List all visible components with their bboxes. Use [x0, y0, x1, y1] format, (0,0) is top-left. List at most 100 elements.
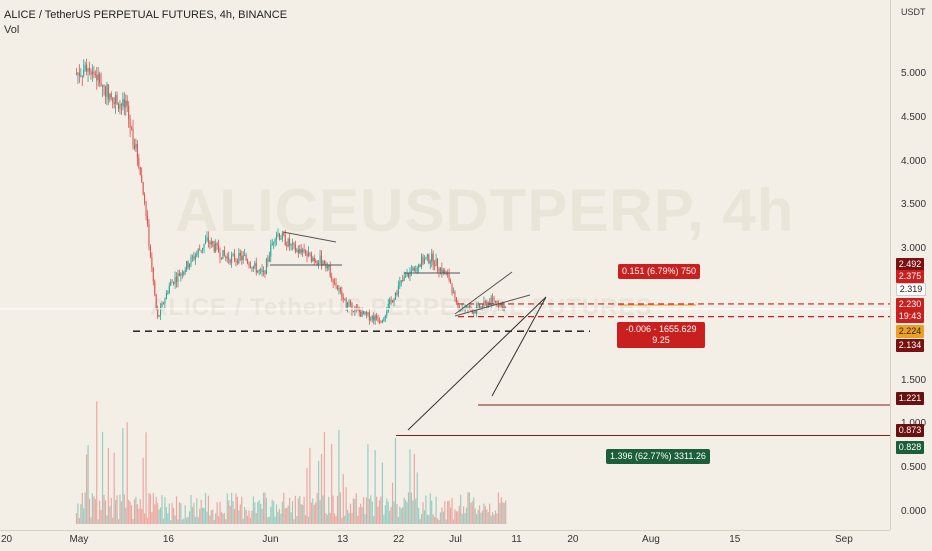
candle-body	[361, 311, 363, 317]
candle-body	[171, 281, 173, 283]
volume-bar	[302, 504, 304, 524]
volume-bar	[434, 516, 436, 524]
candle-body	[293, 242, 295, 245]
volume-bar	[241, 496, 243, 524]
volume-bar	[173, 507, 175, 524]
candle-body	[416, 267, 418, 271]
measure-lower-box[interactable]: -0.006 - 1655.629 9.25	[617, 322, 705, 348]
candle-body	[190, 257, 192, 264]
candle-body	[254, 263, 256, 267]
time-tick-label: 13	[337, 534, 349, 545]
candle-body	[386, 311, 388, 316]
candle-body	[136, 143, 138, 159]
candle-body	[175, 277, 178, 282]
volume-bar	[309, 447, 311, 524]
volume-bar	[351, 513, 353, 524]
candle-body	[123, 99, 125, 108]
candle-body	[399, 282, 401, 286]
chart-legend: ALICE / TetherUS PERPETUAL FUTURES, 4h, …	[4, 9, 287, 36]
candle-body	[116, 95, 118, 105]
candle-body	[151, 257, 153, 268]
volume-bar	[204, 492, 207, 524]
volume-bar	[225, 519, 227, 524]
candle-body	[351, 302, 353, 312]
candle-body	[207, 237, 209, 243]
candle-body	[300, 249, 302, 253]
volume-bar	[135, 496, 137, 524]
volume-bar	[262, 492, 265, 524]
volume-bar	[275, 504, 278, 524]
volume-bar	[91, 493, 94, 524]
volume-bar	[447, 501, 449, 524]
volume-bar	[358, 506, 360, 524]
measure-upper-box[interactable]: 0.151 (6.79%) 750	[618, 264, 701, 279]
candle-body	[252, 266, 254, 269]
price-tick-label: 1.000	[901, 418, 926, 429]
volume-bar	[355, 493, 357, 524]
volume-bar	[354, 499, 356, 524]
time-axis[interactable]: 20 May 16 Jun 13 22 Jul 11 20 Aug 15 Sep	[0, 530, 890, 551]
price-tick-label: 0.000	[901, 506, 927, 517]
candle-body	[267, 259, 269, 262]
volume-bar	[329, 512, 331, 524]
volume-bar	[117, 519, 120, 524]
candle-body	[315, 261, 317, 262]
volume-bar	[373, 516, 375, 524]
volume-bar	[141, 508, 143, 524]
volume-bar	[461, 513, 463, 524]
volume-bar	[432, 514, 434, 524]
volume-bar	[289, 497, 291, 524]
time-tick-label: May	[69, 534, 89, 545]
pattern-upper-line	[282, 231, 337, 243]
candle-body	[196, 253, 198, 256]
volume-bar	[344, 515, 346, 524]
candle-body	[184, 269, 186, 272]
candle-body	[83, 69, 85, 76]
volume-bar	[494, 510, 497, 524]
volume-bar	[415, 498, 417, 524]
candle-body	[283, 233, 285, 236]
candle-body	[218, 245, 220, 253]
volume-bar	[364, 514, 366, 524]
candle-body	[348, 301, 350, 303]
symbol-title[interactable]: ALICE / TetherUS PERPETUAL FUTURES, 4h, …	[4, 9, 288, 21]
price-tick-label: 1.500	[901, 374, 927, 386]
candle-body	[229, 259, 231, 263]
candle-body	[177, 273, 179, 282]
volume-bar	[378, 500, 381, 524]
volume-bar	[306, 467, 308, 524]
candle-body	[90, 70, 92, 75]
candle-body	[161, 303, 163, 307]
volume-bar	[213, 519, 215, 524]
volume-bar	[202, 507, 204, 524]
volume-bar	[119, 494, 121, 524]
volume-bar	[217, 516, 220, 524]
candle-body	[402, 280, 404, 281]
candle-body	[231, 255, 233, 263]
volume-bar	[465, 507, 468, 524]
candle-body	[341, 291, 343, 298]
candle-body	[477, 304, 479, 307]
volume-bar	[126, 422, 128, 524]
measure-target-box[interactable]: 1.396 (62.77%) 3311.26	[606, 449, 710, 464]
volume-bar	[258, 500, 260, 524]
volume-bar	[177, 519, 179, 524]
measure-upper-text: 0.151 (6.79%) 750	[622, 266, 697, 276]
volume-bar	[436, 518, 439, 524]
price-axis[interactable]: USDT 5.000 4.500 4.000 3.500 3.000 1.500 1.000…	[890, 0, 932, 530]
volume-bar	[129, 501, 131, 524]
candle-body	[86, 64, 88, 72]
candle-body	[480, 306, 482, 309]
volume-bar	[458, 505, 460, 524]
candle-body	[494, 301, 497, 302]
volume-bar	[170, 519, 172, 524]
candle-body	[84, 64, 86, 70]
candle-body	[319, 255, 321, 264]
volume-bar	[155, 496, 157, 524]
volume-bar	[386, 498, 388, 524]
candle-body	[119, 104, 121, 109]
candle-body	[444, 269, 446, 274]
volume-indicator-label[interactable]: Vol	[4, 24, 20, 36]
